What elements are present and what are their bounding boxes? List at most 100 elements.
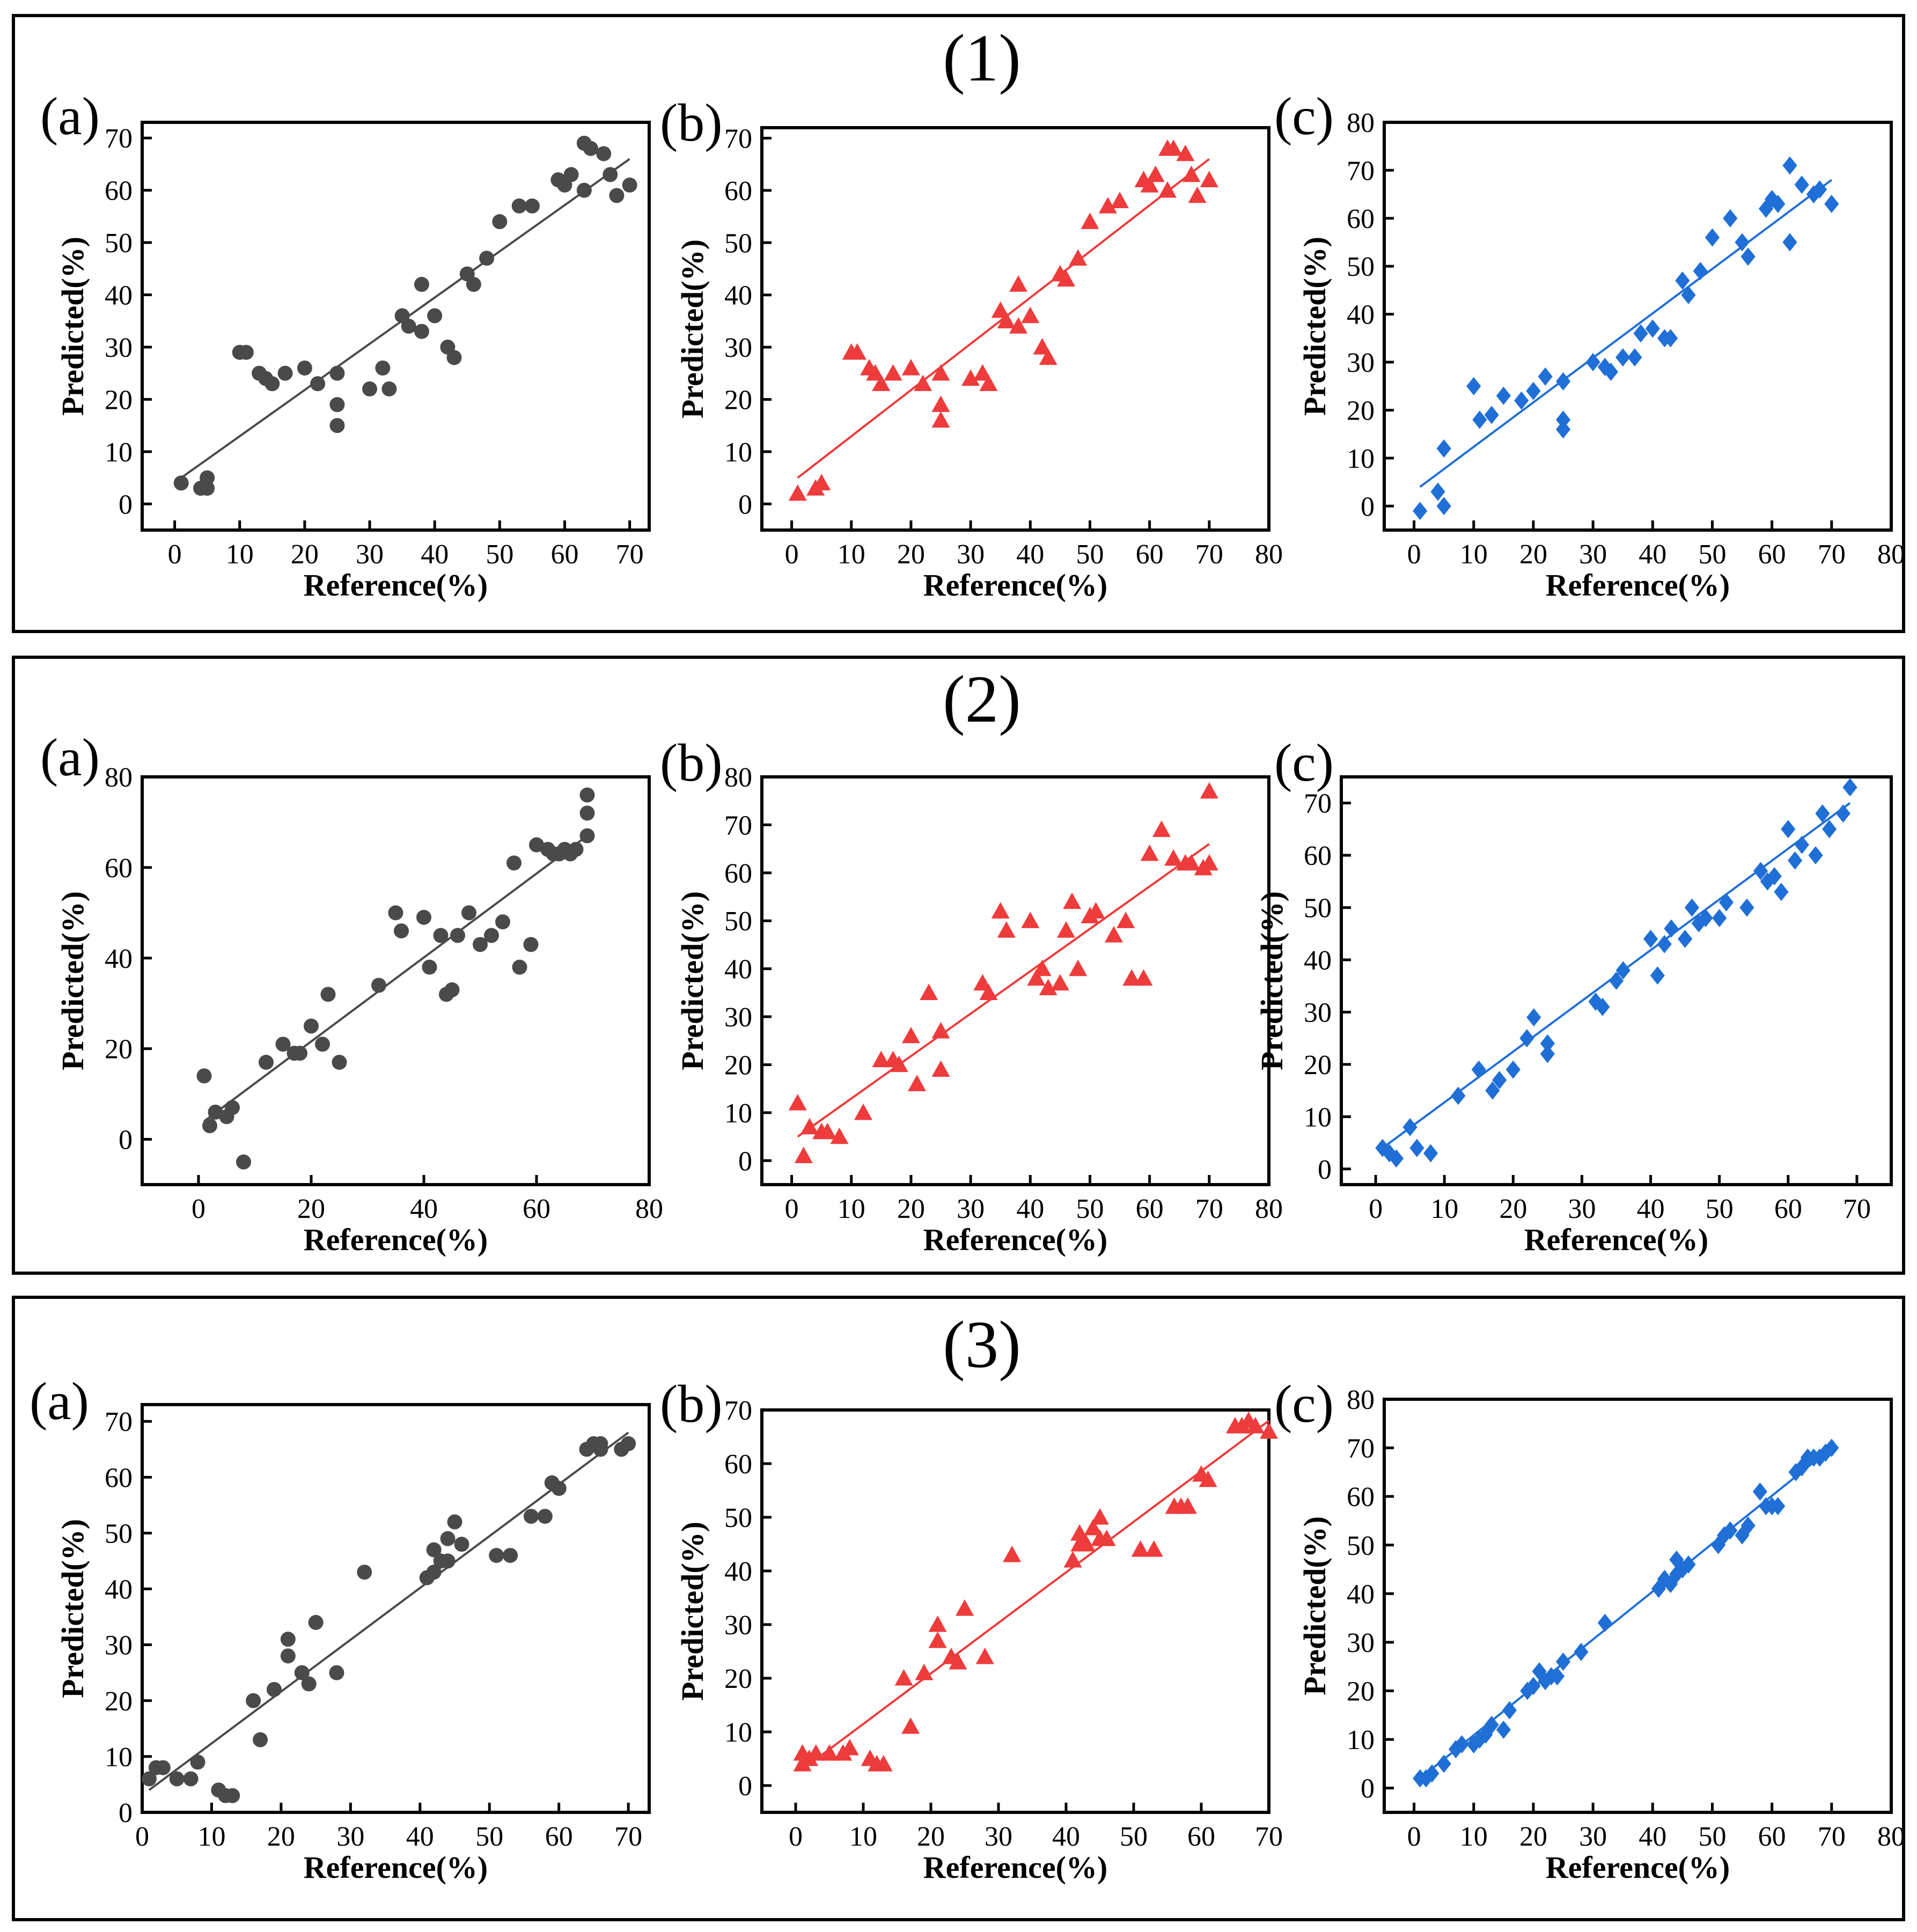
x-tick-label: 0 <box>785 1194 799 1224</box>
data-point <box>1436 439 1451 458</box>
data-point <box>297 360 312 376</box>
data-point <box>523 1509 539 1524</box>
x-tick-label: 30 <box>336 1821 364 1852</box>
data-point <box>329 365 345 381</box>
data-point <box>280 1632 296 1647</box>
y-tick-label: 10 <box>1304 1102 1332 1133</box>
fit-line <box>1419 1447 1833 1780</box>
data-point <box>830 1127 849 1144</box>
data-point <box>1039 979 1057 996</box>
data-point <box>381 381 397 396</box>
data-point <box>991 301 1010 318</box>
data-point <box>931 411 950 428</box>
data-point <box>908 1075 927 1091</box>
data-point <box>461 905 476 921</box>
y-axis-label: Predicted(%) <box>675 891 710 1070</box>
data-point <box>1650 966 1665 985</box>
data-point <box>414 324 429 339</box>
data-point <box>949 1653 967 1670</box>
y-tick-label: 30 <box>724 333 752 363</box>
x-tick-label: 0 <box>135 1821 149 1852</box>
x-tick-label: 70 <box>1255 1821 1283 1852</box>
y-tick-label: 40 <box>724 954 752 985</box>
data-point <box>1752 1482 1768 1501</box>
x-tick-label: 50 <box>475 1821 503 1852</box>
data-point <box>489 1548 504 1563</box>
data-point <box>1585 353 1600 372</box>
data-point <box>414 277 429 292</box>
x-tick-label: 10 <box>226 539 254 570</box>
y-tick-label: 20 <box>1347 1677 1375 1707</box>
data-point <box>511 198 527 214</box>
data-point <box>1178 1497 1197 1514</box>
data-point <box>1812 180 1827 199</box>
data-point <box>901 359 920 376</box>
y-tick-label: 60 <box>724 1449 752 1480</box>
data-point <box>292 1046 307 1061</box>
y-tick-label: 10 <box>105 437 133 468</box>
data-point <box>1084 1519 1103 1536</box>
data-point <box>479 251 495 266</box>
data-point <box>450 928 465 943</box>
data-point <box>928 1615 947 1632</box>
data-point <box>820 1744 839 1761</box>
x-axis-label: Reference(%) <box>304 1222 488 1257</box>
data-point <box>1063 1551 1082 1568</box>
data-point <box>1664 919 1679 938</box>
data-point <box>473 937 488 952</box>
data-point <box>1485 1081 1500 1100</box>
x-tick-label: 60 <box>1774 1194 1802 1224</box>
data-point <box>920 983 938 1000</box>
data-point <box>362 381 378 396</box>
data-point <box>484 928 499 943</box>
x-tick-label: 40 <box>421 539 449 570</box>
y-tick-label: 80 <box>1347 1385 1375 1415</box>
data-point <box>523 937 539 952</box>
data-point <box>931 1022 950 1039</box>
x-axis-label: Reference(%) <box>304 1850 488 1885</box>
y-tick-label: 80 <box>724 762 752 793</box>
data-point <box>1808 846 1823 865</box>
data-point <box>1117 912 1135 928</box>
data-point <box>1091 1508 1109 1525</box>
data-point <box>1782 156 1797 175</box>
data-point <box>1627 348 1642 367</box>
data-point <box>1081 212 1099 229</box>
data-point <box>1842 778 1857 797</box>
x-tick-label: 20 <box>1499 1194 1527 1224</box>
data-point <box>238 344 254 360</box>
y-axis-label: Predicted(%) <box>55 891 90 1070</box>
plot-frame <box>141 121 651 532</box>
data-point <box>1466 377 1481 395</box>
data-point <box>1603 362 1619 381</box>
y-tick-label: 0 <box>738 489 752 520</box>
data-point <box>1423 1144 1438 1163</box>
data-point <box>495 914 510 930</box>
data-point <box>190 1754 205 1770</box>
y-tick-label: 30 <box>1347 348 1375 378</box>
panel-g3c: (c) 0 10 20 30 40 50 60 70 80 0 10 20 30 40 50 60 70 80 Ref… <box>1274 1374 1905 1885</box>
data-point <box>579 828 595 843</box>
data-point <box>1152 820 1171 837</box>
data-point <box>447 1514 462 1530</box>
data-point <box>579 805 595 821</box>
panel-g1a: (a) 0 10 20 30 40 50 60 70 0 10 20 30 40 50 60 70 Referen… <box>40 86 651 603</box>
x-tick-label: 40 <box>1639 1821 1666 1852</box>
x-axis-label: Reference(%) <box>923 1850 1108 1885</box>
y-tick-label: 0 <box>119 1125 133 1156</box>
panel-label: (c) <box>1274 86 1334 146</box>
data-point <box>1021 306 1040 324</box>
data-point <box>1555 1652 1571 1671</box>
data-point <box>603 167 618 182</box>
data-point <box>1188 186 1207 203</box>
group-2-frame <box>12 656 1905 1275</box>
x-tick-label: 80 <box>635 1194 663 1224</box>
x-tick-label: 40 <box>406 1821 434 1852</box>
y-tick-label: 20 <box>105 1034 133 1065</box>
y-axis-label: Predicted(%) <box>675 239 710 418</box>
data-point <box>1723 1521 1738 1540</box>
data-point <box>1675 271 1690 290</box>
data-point <box>1643 930 1658 949</box>
x-axis-label: Reference(%) <box>923 1222 1108 1257</box>
panel-g1b: (b) 0 10 20 30 40 50 60 70 80 0 10 20 30 40 50 60 70 Refer… <box>660 93 1283 603</box>
